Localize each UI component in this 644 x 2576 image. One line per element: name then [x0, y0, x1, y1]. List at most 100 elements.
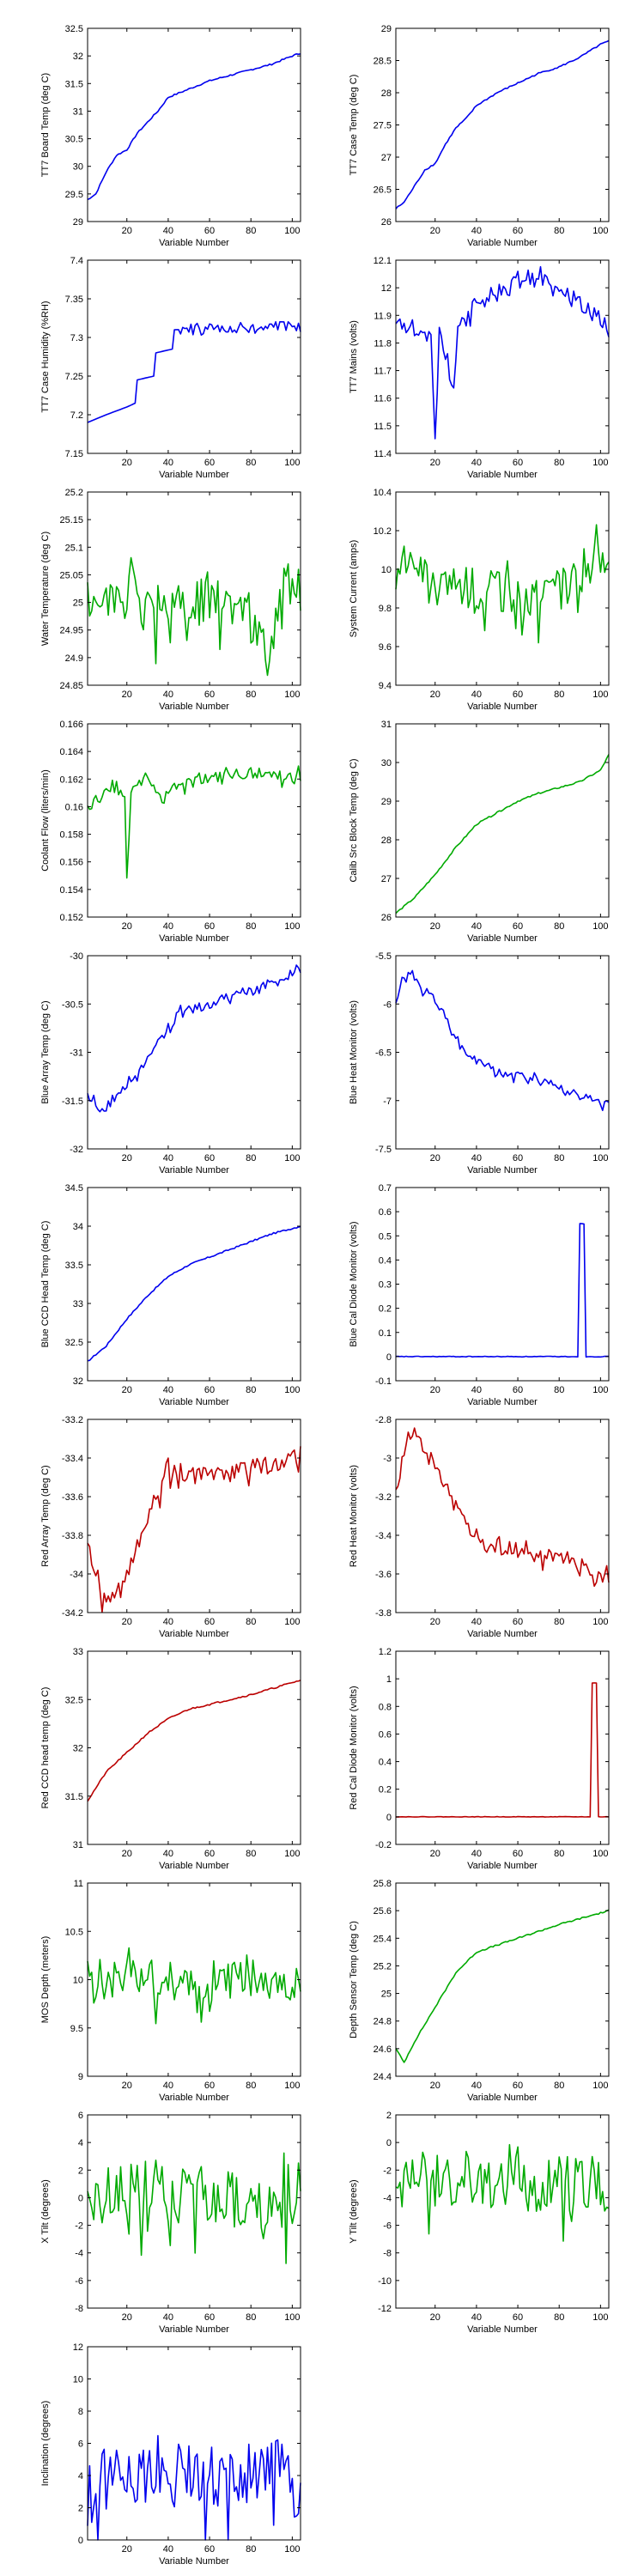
x-tick-label: 60	[513, 1385, 523, 1395]
y-tick-label: 0.4	[379, 1758, 392, 1768]
x-axis-label: Variable Number	[159, 1397, 229, 1407]
plot-frame	[395, 1187, 610, 1382]
chart-panel: 20 40 60 80 100 -0.2 0 0.2 0.4 0.6 0.8 1 1.2 Variable…	[349, 1647, 610, 1871]
y-tick-label: 11.7	[374, 367, 392, 377]
series-line	[87, 1680, 301, 1802]
y-tick-label: 25.6	[374, 1906, 392, 1917]
x-axis-label: Variable Number	[159, 933, 229, 944]
y-tick-label: 25.8	[374, 1879, 392, 1889]
series-line	[87, 964, 301, 1113]
y-tick-label: 0.1	[379, 1328, 392, 1339]
plot-frame	[87, 259, 301, 454]
y-tick-label: 32.5	[65, 24, 83, 34]
x-tick-label: 20	[430, 921, 440, 932]
y-tick-label: 10.2	[374, 526, 392, 537]
y-tick-label: 31	[381, 720, 392, 730]
y-tick-label: -8	[75, 2304, 83, 2314]
y-axis-label: Blue Array Temp (deg C)	[40, 1000, 51, 1103]
x-tick-label: 100	[592, 1617, 608, 1627]
y-tick-label: 24.8	[374, 2017, 392, 2027]
x-tick-label: 60	[513, 690, 523, 700]
y-tick-label: 29	[73, 217, 83, 228]
chart-panel: 20 40 60 80 100 24.85 24.9 24.95 25 25.05 25.1 25.1…	[40, 488, 301, 712]
x-tick-label: 40	[471, 1153, 482, 1163]
y-axis-label: X Tilt (degrees)	[40, 2179, 51, 2244]
plot-frame	[87, 955, 301, 1150]
x-tick-label: 80	[554, 921, 564, 932]
x-tick-label: 60	[204, 2544, 215, 2555]
plot-frame	[87, 723, 301, 918]
series-line	[87, 320, 301, 423]
x-tick-label: 40	[163, 1617, 173, 1627]
y-tick-label: 0	[386, 1352, 392, 1363]
x-tick-label: 80	[554, 226, 564, 236]
series-line	[87, 52, 301, 200]
x-tick-label: 40	[471, 458, 482, 468]
series-line	[87, 1446, 301, 1613]
x-tick-label: 20	[122, 2312, 132, 2323]
x-tick-label: 100	[592, 1849, 608, 1859]
x-tick-label: 60	[204, 458, 215, 468]
y-tick-label: 0.166	[59, 720, 83, 730]
y-tick-label: 0.6	[379, 1207, 392, 1218]
series-line	[395, 39, 610, 210]
y-tick-label: -3.8	[375, 1608, 392, 1619]
series-line	[87, 765, 301, 879]
x-axis-label: Variable Number	[159, 1861, 229, 1871]
x-tick-label: 40	[163, 1385, 173, 1395]
x-tick-label: 80	[554, 690, 564, 700]
plot-frame	[395, 1882, 610, 2077]
x-axis-label: Variable Number	[159, 1629, 229, 1639]
y-tick-label: 34.5	[65, 1183, 83, 1194]
x-axis-label: Variable Number	[467, 2324, 538, 2335]
x-tick-label: 100	[284, 2081, 300, 2091]
y-axis-label: Red Array Temp (deg C)	[40, 1465, 51, 1566]
x-tick-label: 40	[471, 2081, 482, 2091]
y-axis-label: Red Cal Diode Monitor (volts)	[349, 1686, 359, 1809]
y-tick-label: 6	[78, 2111, 83, 2121]
x-tick-label: 100	[284, 1849, 300, 1859]
y-tick-label: 24.85	[59, 681, 83, 691]
series-line	[395, 1427, 610, 1587]
y-tick-label: -3.4	[375, 1531, 392, 1541]
x-tick-label: 60	[513, 1849, 523, 1859]
y-tick-label: 32	[73, 1744, 83, 1754]
chart-panel: 20 40 60 80 100 -7.5 -7 -6.5 -6 -5.5 Variable Numb…	[349, 951, 610, 1176]
y-tick-label: 24.9	[65, 653, 83, 664]
x-tick-label: 40	[163, 458, 173, 468]
x-tick-label: 60	[204, 1385, 215, 1395]
y-tick-label: 8	[78, 2407, 83, 2417]
y-axis-label: TT7 Case Temp (deg C)	[349, 75, 359, 176]
x-axis-label: Variable Number	[467, 1397, 538, 1407]
series-line	[395, 969, 610, 1111]
x-tick-label: 60	[204, 226, 215, 236]
chart-panel: 20 40 60 80 100 -32 -31.5 -31 -30.5 -30 Variable N…	[40, 951, 301, 1176]
x-axis-label: Variable Number	[467, 933, 538, 944]
series-line	[395, 265, 610, 440]
y-tick-label: 25	[381, 1990, 392, 2000]
plot-frame	[395, 723, 610, 918]
y-tick-label: 11	[74, 1879, 83, 1889]
y-tick-label: 0	[386, 1813, 392, 1823]
y-tick-label: -4	[75, 2249, 83, 2259]
y-tick-label: 27	[381, 153, 392, 163]
x-tick-label: 80	[554, 1617, 564, 1627]
x-tick-label: 80	[554, 2081, 564, 2091]
x-tick-label: 40	[471, 690, 482, 700]
x-tick-label: 100	[592, 921, 608, 932]
y-tick-label: 11.9	[374, 311, 392, 321]
x-tick-label: 20	[430, 690, 440, 700]
y-tick-label: 7.3	[70, 333, 83, 343]
y-tick-label: 9.6	[379, 642, 392, 653]
x-axis-label: Variable Number	[159, 2324, 229, 2335]
y-tick-label: -6	[75, 2276, 83, 2287]
x-tick-label: 60	[513, 458, 523, 468]
x-tick-label: 80	[246, 1849, 256, 1859]
y-tick-label: 29	[381, 797, 392, 807]
y-axis-label: TT7 Case Humidity (%RH)	[40, 301, 51, 412]
plot-frame	[87, 1650, 301, 1845]
y-tick-label: -3.2	[375, 1492, 392, 1503]
chart-panel: 20 40 60 80 100 9 9.5 10 10.5 11 Variable Number MO…	[40, 1879, 301, 2103]
x-tick-label: 20	[430, 1849, 440, 1859]
y-tick-label: 32.5	[65, 1695, 83, 1705]
